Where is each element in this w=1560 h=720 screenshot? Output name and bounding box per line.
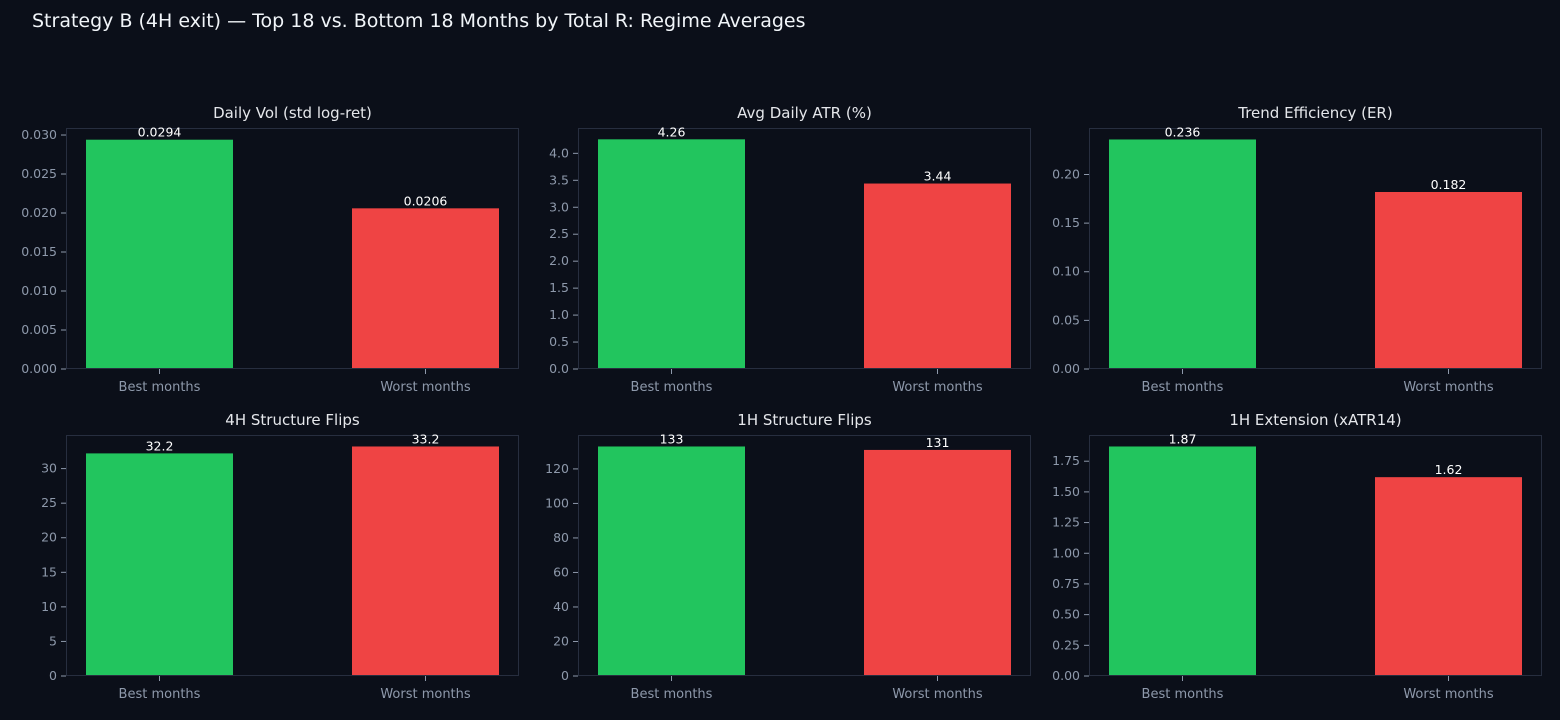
bar-value-label: 32.2 bbox=[146, 438, 174, 453]
bar-value-label: 1.62 bbox=[1435, 462, 1463, 477]
y-tick-label: 4.0 bbox=[549, 145, 569, 160]
subplot-title: 4H Structure Flips bbox=[225, 411, 360, 429]
y-tick-label: 0.010 bbox=[21, 283, 57, 298]
y-tick-label: 0.025 bbox=[21, 166, 57, 181]
y-tick-label: 0 bbox=[49, 668, 57, 683]
axes-frame bbox=[578, 128, 1031, 369]
y-tick-label: 20 bbox=[41, 530, 57, 545]
x-tick-label: Worst months bbox=[1403, 380, 1494, 395]
y-tick-label: 0.50 bbox=[1052, 607, 1080, 622]
bar-best bbox=[1109, 139, 1256, 369]
y-tick-label: 0.25 bbox=[1052, 637, 1080, 652]
bar-worst bbox=[1375, 477, 1522, 676]
x-tick-label: Worst months bbox=[892, 380, 983, 395]
bar-value-label: 131 bbox=[926, 435, 950, 450]
bar-value-label: 33.2 bbox=[412, 431, 440, 446]
axes-frame bbox=[578, 435, 1031, 676]
subplot-title: 1H Extension (xATR14) bbox=[1229, 411, 1401, 429]
y-tick-label: 1.00 bbox=[1052, 545, 1080, 560]
y-tick-label: 0.10 bbox=[1052, 264, 1080, 279]
bar-worst bbox=[864, 183, 1011, 369]
y-tick-label: 0.020 bbox=[21, 205, 57, 220]
y-tick-label: 0.0 bbox=[549, 361, 569, 376]
y-tick-label: 0 bbox=[561, 668, 569, 683]
y-tick-label: 2.5 bbox=[549, 226, 569, 241]
subplot-6: 0.00 0.25 0.50 0.75 1.00 1.25 1.50 1.75 Best mon… bbox=[1052, 411, 1542, 702]
y-tick-label: 30 bbox=[41, 461, 57, 476]
x-tick-label: Best months bbox=[631, 687, 713, 702]
y-tick-label: 60 bbox=[553, 564, 569, 579]
y-tick-label: 15 bbox=[41, 564, 57, 579]
bar-value-label: 0.182 bbox=[1431, 177, 1467, 192]
y-tick-label: 0.005 bbox=[21, 322, 57, 337]
bar-value-label: 3.44 bbox=[924, 169, 952, 184]
x-tick-label: Best months bbox=[119, 687, 201, 702]
y-tick-label: 1.25 bbox=[1052, 515, 1080, 530]
axes-frame bbox=[66, 128, 519, 369]
x-tick-label: Best months bbox=[1142, 380, 1224, 395]
subplot-2: 0.0 0.5 1.0 1.5 2.0 2.5 3.0 3.5 4.0 Best months Wo… bbox=[549, 104, 1031, 395]
bar-worst bbox=[864, 449, 1011, 676]
bar-value-label: 0.0206 bbox=[404, 193, 448, 208]
bar-worst bbox=[352, 446, 499, 676]
y-tick-label: 0.5 bbox=[549, 334, 569, 349]
bar-best bbox=[86, 139, 233, 369]
subplot-title: Avg Daily ATR (%) bbox=[737, 104, 872, 122]
y-tick-label: 1.50 bbox=[1052, 484, 1080, 499]
axes-frame bbox=[1089, 435, 1542, 676]
y-tick-label: 0.75 bbox=[1052, 576, 1080, 591]
x-tick-label: Worst months bbox=[1403, 687, 1494, 702]
bar-best bbox=[1109, 446, 1256, 676]
y-tick-label: 0.030 bbox=[21, 127, 57, 142]
y-tick-label: 0.00 bbox=[1052, 668, 1080, 683]
y-tick-label: 40 bbox=[553, 599, 569, 614]
y-tick-label: 120 bbox=[545, 461, 569, 476]
y-tick-label: 80 bbox=[553, 530, 569, 545]
bar-value-label: 0.0294 bbox=[138, 125, 182, 140]
y-tick-label: 5 bbox=[49, 633, 57, 648]
x-tick-label: Worst months bbox=[380, 687, 471, 702]
bar-value-label: 133 bbox=[660, 431, 684, 446]
bar-worst bbox=[352, 208, 499, 369]
subplot-4: 0 5 10 15 20 25 30 Best months Worst months 32.2 3… bbox=[41, 411, 519, 702]
bar-value-label: 0.236 bbox=[1165, 124, 1201, 139]
y-tick-label: 0.000 bbox=[21, 361, 57, 376]
axes-frame bbox=[66, 435, 519, 676]
y-tick-label: 100 bbox=[545, 495, 569, 510]
axes-frame bbox=[1089, 128, 1542, 369]
y-tick-label: 25 bbox=[41, 495, 57, 510]
subplot-title: Trend Efficiency (ER) bbox=[1237, 104, 1392, 122]
x-tick-label: Best months bbox=[631, 380, 713, 395]
bar-value-label: 4.26 bbox=[658, 124, 686, 139]
subplot-1: 0.000 0.005 0.010 0.015 0.020 0.025 0.030 Best … bbox=[21, 104, 519, 395]
y-tick-label: 20 bbox=[553, 633, 569, 648]
y-tick-label: 0.20 bbox=[1052, 166, 1080, 181]
figure-title: Strategy B (4H exit) — Top 18 vs. Bottom… bbox=[32, 10, 806, 32]
y-tick-label: 0.05 bbox=[1052, 312, 1080, 327]
y-tick-label: 1.5 bbox=[549, 280, 569, 295]
bar-best bbox=[598, 446, 745, 676]
y-tick-label: 0.015 bbox=[21, 244, 57, 259]
y-tick-label: 0.00 bbox=[1052, 361, 1080, 376]
x-tick-label: Best months bbox=[119, 380, 201, 395]
subplot-3: 0.00 0.05 0.10 0.15 0.20 Best months Worst mon… bbox=[1052, 104, 1542, 395]
subplot-5: 0 20 40 60 80 100 120 Best months Worst months 13… bbox=[545, 411, 1031, 702]
bar-worst bbox=[1375, 191, 1522, 369]
subplot-title: 1H Structure Flips bbox=[737, 411, 872, 429]
bar-value-label: 1.87 bbox=[1169, 431, 1197, 446]
y-tick-label: 1.75 bbox=[1052, 453, 1080, 468]
bar-best bbox=[86, 453, 233, 676]
y-tick-label: 10 bbox=[41, 599, 57, 614]
y-tick-label: 0.15 bbox=[1052, 215, 1080, 230]
y-tick-label: 2.0 bbox=[549, 253, 569, 268]
x-tick-label: Worst months bbox=[380, 380, 471, 395]
y-tick-label: 1.0 bbox=[549, 307, 569, 322]
y-tick-label: 3.5 bbox=[549, 172, 569, 187]
y-tick-label: 3.0 bbox=[549, 199, 569, 214]
bar-best bbox=[598, 139, 745, 369]
x-tick-label: Worst months bbox=[892, 687, 983, 702]
x-tick-label: Best months bbox=[1142, 687, 1224, 702]
subplot-title: Daily Vol (std log-ret) bbox=[213, 104, 372, 122]
